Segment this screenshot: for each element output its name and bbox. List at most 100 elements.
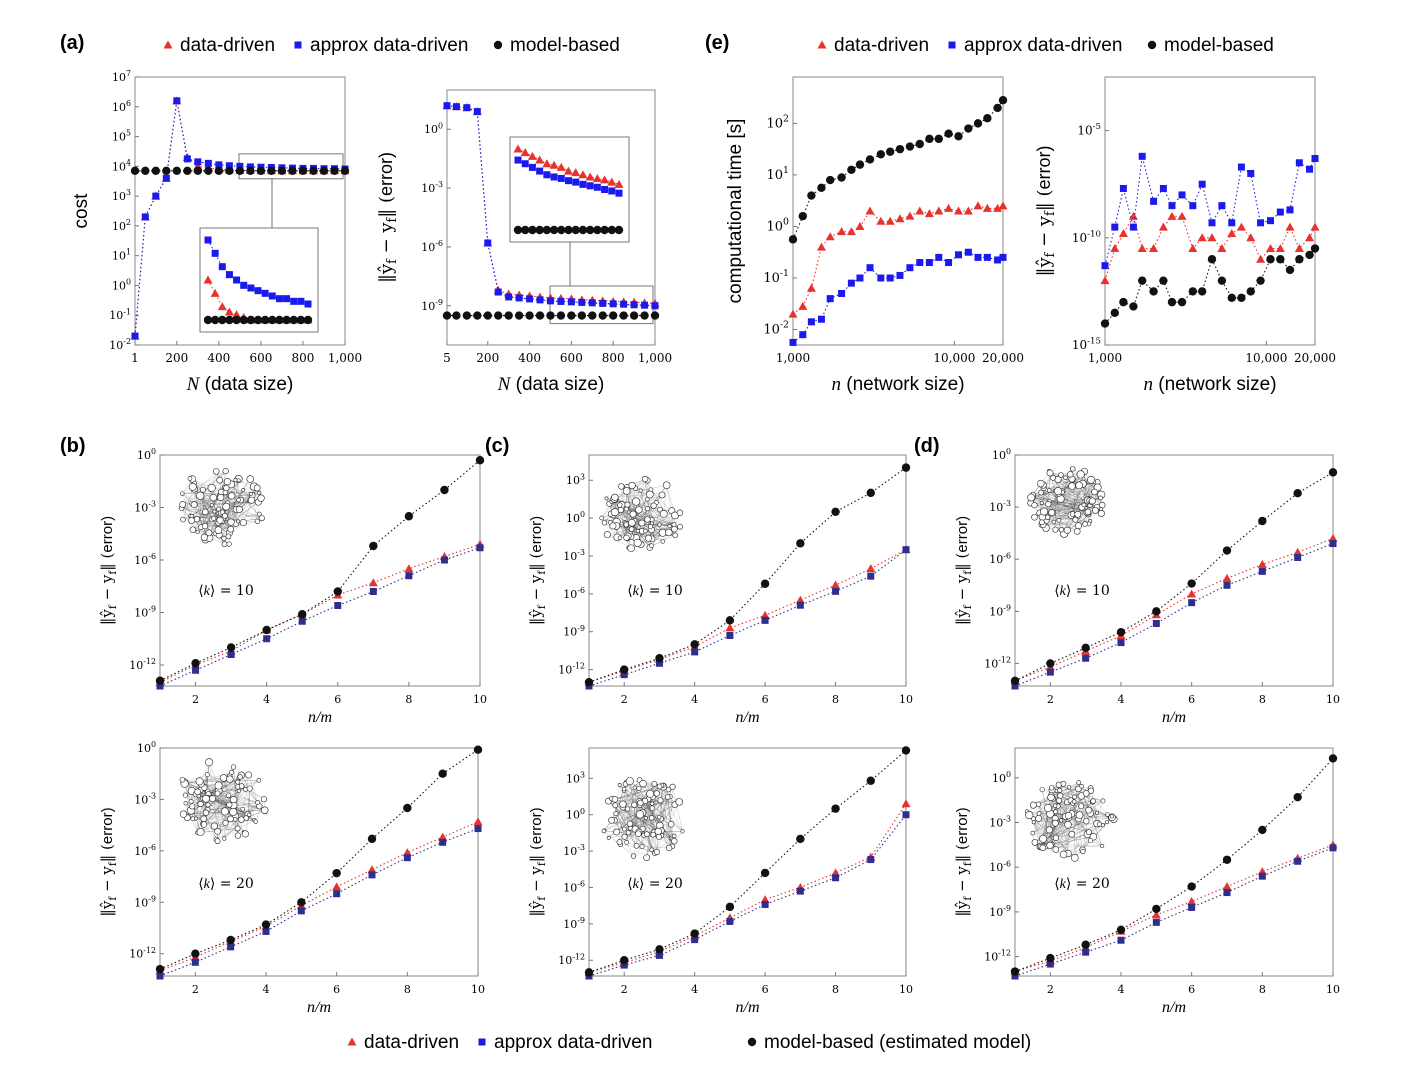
data-point bbox=[226, 935, 235, 945]
data-point bbox=[876, 150, 886, 159]
data-point bbox=[577, 311, 587, 320]
data-point bbox=[1222, 546, 1232, 555]
inset-point bbox=[593, 225, 602, 235]
data-point bbox=[1258, 825, 1267, 835]
series-line bbox=[588, 467, 907, 683]
data-point bbox=[1119, 297, 1128, 307]
data-point bbox=[298, 610, 307, 619]
x-tick-label: 8 bbox=[832, 983, 839, 996]
x-tick-label: 2 bbox=[192, 693, 199, 706]
x-tick-label: 2 bbox=[192, 983, 199, 996]
y-tick-label: 10-3 bbox=[563, 843, 585, 858]
series-line bbox=[159, 547, 481, 687]
inset-point bbox=[233, 276, 241, 284]
data-point bbox=[788, 309, 798, 318]
data-point bbox=[515, 294, 523, 302]
chart-c2: 2 4 6 8 10 10-12 10-9 10-6 10-3 100 103 n/m ‖ŷf − yf… bbox=[527, 746, 913, 1016]
y-axis-label: ‖ŷf − yf‖ (error) bbox=[376, 152, 399, 283]
data-point bbox=[1187, 579, 1196, 588]
y-axis-label: cost bbox=[71, 193, 92, 229]
y-tick-label: 100 bbox=[112, 277, 131, 292]
data-point bbox=[817, 183, 826, 193]
data-point bbox=[1295, 159, 1303, 167]
y-tick-label: 100 bbox=[424, 121, 443, 136]
data-point bbox=[650, 311, 660, 320]
data-point bbox=[1227, 229, 1237, 238]
y-tick-label: 104 bbox=[112, 158, 131, 173]
data-point bbox=[1217, 244, 1227, 253]
x-axis-label: N (data size) bbox=[186, 374, 294, 395]
data-point bbox=[227, 943, 235, 951]
x-tick-label: 6 bbox=[1188, 983, 1195, 996]
y-tick-label: 103 bbox=[566, 770, 585, 785]
y-tick-label: 10-2 bbox=[109, 337, 131, 352]
data-point bbox=[1236, 222, 1246, 231]
data-point bbox=[806, 283, 816, 292]
data-point bbox=[1152, 918, 1160, 926]
x-axis-label: n/m bbox=[1162, 999, 1186, 1016]
inset-point bbox=[210, 315, 220, 325]
data-point bbox=[367, 865, 377, 874]
data-point bbox=[332, 868, 341, 878]
x-tick-label: 1,000 bbox=[776, 351, 810, 365]
y-axis-label: ‖ŷf − yf‖ (error) bbox=[953, 516, 974, 625]
data-point bbox=[855, 160, 865, 169]
data-point bbox=[368, 871, 376, 879]
inset-point bbox=[578, 170, 588, 179]
y-tick-label: 106 bbox=[112, 99, 131, 114]
data-point bbox=[905, 211, 915, 220]
data-point bbox=[982, 203, 992, 212]
degree-annotation: ⟨k⟩ = 20 bbox=[1054, 876, 1110, 892]
legend-label: approx data-driven bbox=[964, 35, 1122, 56]
data-point bbox=[1266, 255, 1275, 264]
legend-label: approx data-driven bbox=[494, 1032, 652, 1053]
x-tick-label: 400 bbox=[207, 351, 230, 365]
data-point bbox=[964, 248, 972, 256]
data-point bbox=[183, 155, 191, 163]
x-tick-label: 10 bbox=[899, 983, 913, 996]
x-axis-label: n/m bbox=[736, 999, 760, 1016]
x-axis-label: n/m bbox=[307, 999, 331, 1016]
y-tick-label: 100 bbox=[992, 447, 1011, 462]
data-point bbox=[151, 166, 161, 175]
series-line bbox=[1014, 847, 1334, 977]
x-tick-label: 20,000 bbox=[1294, 351, 1336, 365]
series-line bbox=[1014, 844, 1334, 973]
panel-label: (a) bbox=[60, 32, 84, 54]
network-graph-image bbox=[601, 777, 685, 862]
y-tick-label: 100 bbox=[566, 510, 585, 525]
legend-marker-triangle bbox=[817, 40, 827, 49]
y-tick-label: 10-12 bbox=[984, 949, 1011, 964]
inset-point bbox=[549, 160, 559, 169]
data-point bbox=[1116, 925, 1126, 935]
legend-label: data-driven bbox=[180, 35, 275, 56]
y-tick-label: 10-3 bbox=[989, 499, 1011, 514]
data-point bbox=[404, 564, 414, 573]
legend-marker-circle bbox=[493, 40, 503, 50]
x-axis-label: N (data size) bbox=[497, 374, 605, 395]
data-point bbox=[1237, 163, 1245, 171]
series-line bbox=[588, 549, 907, 683]
data-point bbox=[895, 214, 905, 223]
chart-c1: 2 4 6 8 10 10-12 10-9 10-6 10-3 100 103 n/m ‖ŷf − yf… bbox=[485, 435, 913, 726]
data-point bbox=[1329, 540, 1337, 548]
y-tick-label: 100 bbox=[137, 447, 156, 462]
inset-point bbox=[520, 148, 530, 157]
data-point bbox=[1011, 972, 1019, 980]
legend-bottom: data-driven approx data-driven model-based… bbox=[347, 1032, 1031, 1053]
data-point bbox=[915, 206, 925, 215]
data-point bbox=[1187, 896, 1197, 905]
data-point bbox=[162, 166, 171, 175]
data-point bbox=[1187, 882, 1196, 891]
data-point bbox=[297, 898, 306, 907]
data-point bbox=[1158, 222, 1168, 231]
panel-label: (d) bbox=[914, 435, 940, 457]
data-point bbox=[1310, 244, 1320, 253]
y-tick-label: 10-1 bbox=[109, 307, 131, 322]
data-point bbox=[1119, 184, 1127, 192]
y-tick-label: 107 bbox=[112, 69, 131, 84]
data-point bbox=[1177, 211, 1187, 220]
x-tick-label: 1,000 bbox=[1088, 351, 1122, 365]
degree-annotation: ⟨k⟩ = 20 bbox=[198, 876, 254, 892]
data-point bbox=[204, 166, 213, 175]
